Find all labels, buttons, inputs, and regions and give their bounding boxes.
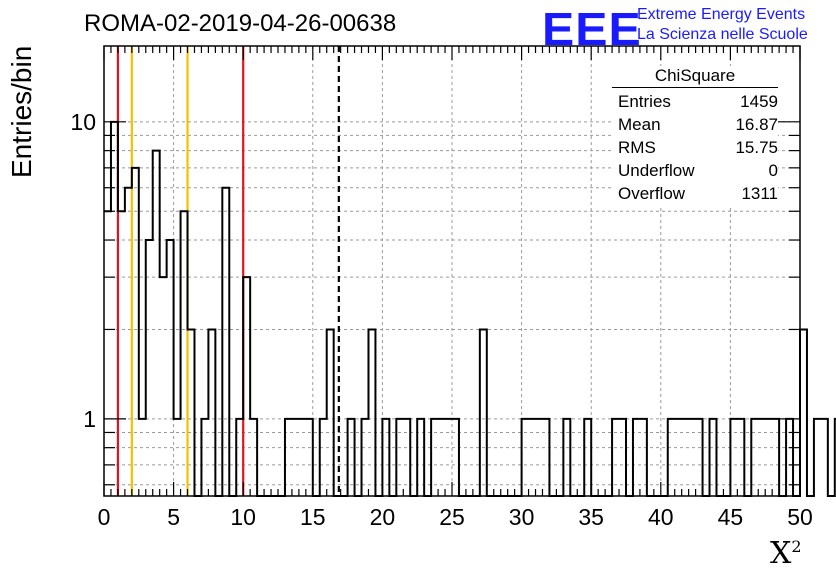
x-tick-label: 35 — [578, 504, 604, 530]
stats-label: Entries — [618, 92, 671, 111]
stats-box: ChiSquare Entries 1459 Mean 16.87 RMS 15.75… — [612, 66, 778, 205]
x-tick-label: 25 — [439, 504, 465, 530]
stats-label: Mean — [618, 115, 661, 134]
grid-lines — [104, 46, 800, 496]
x-tick-label: 10 — [230, 504, 256, 530]
stats-value: 16.87 — [735, 115, 778, 134]
stats-label: Underflow — [618, 161, 695, 180]
stats-value: 1459 — [740, 92, 778, 111]
stats-value: 15.75 — [735, 138, 778, 157]
y-tick-label: 10 — [70, 109, 96, 135]
x-tick-label: 30 — [509, 504, 535, 530]
axis-ticks — [103, 46, 801, 496]
x-axis-label: X2 — [770, 536, 802, 571]
x-tick-label: 40 — [648, 504, 674, 530]
stats-label: Overflow — [618, 184, 686, 203]
stats-row: Entries 1459 — [612, 90, 778, 113]
chart-title: ROMA-02-2019-04-26-00638 — [84, 10, 397, 37]
stats-row: Overflow 1311 — [612, 182, 778, 205]
stats-row: RMS 15.75 — [612, 136, 778, 159]
y-axis-label: Entries/bin — [6, 45, 37, 178]
stats-title: ChiSquare — [612, 66, 778, 88]
logo-line-1: Extreme Energy Events — [637, 6, 806, 23]
tick-labels: 0 5 10 15 20 25 30 35 40 45 50 1 10 — [70, 109, 812, 530]
stats-row: Mean 16.87 — [612, 113, 778, 136]
x-tick-label: 15 — [300, 504, 326, 530]
x-tick-label: 20 — [370, 504, 396, 530]
logo-line-2: La Scienza nelle Scuole — [637, 26, 808, 43]
stats-row: Underflow 0 — [612, 159, 778, 182]
x-tick-label: 45 — [718, 504, 744, 530]
x-tick-label: 0 — [98, 504, 111, 530]
marker-lines — [116, 46, 340, 496]
eee-logo: EEE — [542, 3, 642, 55]
x-tick-label: 5 — [167, 504, 180, 530]
stats-label: RMS — [618, 138, 656, 157]
stats-value: 0 — [768, 161, 778, 180]
x-tick-label: 50 — [787, 504, 813, 530]
y-tick-label: 1 — [83, 406, 96, 432]
stats-value: 1311 — [741, 184, 778, 203]
